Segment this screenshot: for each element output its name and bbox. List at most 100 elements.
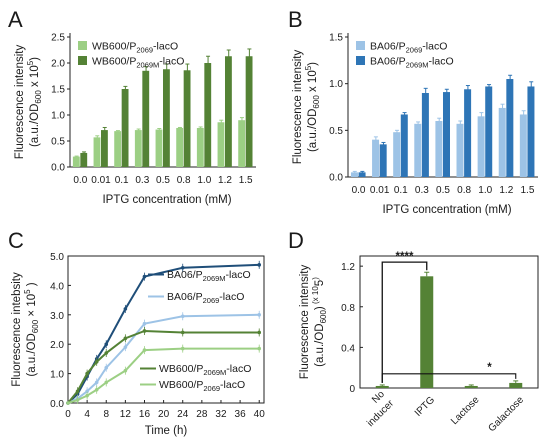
x-tick-label: 1.0 bbox=[478, 185, 492, 196]
legend-label-subscript: 2069 bbox=[203, 384, 220, 393]
bar-dark bbox=[183, 70, 191, 167]
legend-label: BA06/P2069-lacO bbox=[370, 41, 447, 55]
legend-label-text: -lacO bbox=[159, 56, 184, 68]
bar bbox=[509, 382, 523, 388]
bar-light bbox=[414, 123, 422, 177]
y-axis-label: Fluorescence intebsity (a.u./OD600 × 105 … bbox=[11, 272, 40, 387]
y-axis-label-text: 5 bbox=[314, 280, 326, 286]
x-tick-label: 0.3 bbox=[135, 175, 149, 186]
legend-label: WB600/P2069M-lacO bbox=[92, 56, 184, 70]
y-axis-label-text: (a.u./OD bbox=[307, 109, 319, 152]
legend-swatch bbox=[78, 41, 87, 50]
x-tick-label: 0.1 bbox=[394, 185, 408, 196]
plot-frame bbox=[67, 255, 265, 404]
panel-label: C bbox=[8, 228, 24, 253]
bar-light bbox=[393, 132, 401, 177]
panel-label: A bbox=[8, 7, 23, 32]
x-tick-label: 0.8 bbox=[457, 185, 471, 196]
bar-light bbox=[114, 131, 122, 167]
bar-light bbox=[155, 129, 163, 167]
x-tick-label: 1.2 bbox=[499, 185, 513, 196]
legend-label-text: WB600/P bbox=[92, 56, 136, 68]
bar bbox=[375, 385, 389, 388]
legend-label-text: -lacO bbox=[220, 379, 245, 391]
x-axis-label: IPTG concentration (mM) bbox=[102, 194, 231, 206]
panel-b: B 0.0 0.5 1.0 1.5 0.0 0.01 0.1 0.3 0.5 0.8 1.0 1.2 1.… bbox=[288, 7, 538, 216]
x-axis-label: IPTG concentration (mM) bbox=[382, 204, 511, 216]
panel-label: D bbox=[288, 228, 304, 253]
legend-label: WB600/P2069-lacO bbox=[159, 379, 245, 393]
y-axis-label-subscript: 600 bbox=[312, 95, 321, 109]
y-tick-label: 2.0 bbox=[51, 59, 65, 70]
x-tick-label: 0.5 bbox=[156, 175, 170, 186]
legend-label-subscript: 2069 bbox=[203, 296, 220, 305]
y-axis-label-text: ) bbox=[314, 306, 326, 310]
legend-label-subscript: 2069 bbox=[406, 46, 423, 55]
bar-dark bbox=[485, 86, 493, 177]
bar-dark bbox=[527, 86, 535, 177]
bar-dark bbox=[245, 56, 253, 167]
legend-label-text: -lacO bbox=[153, 41, 178, 53]
x-tick-label: 40 bbox=[254, 409, 266, 420]
legend-label-subscript: 2069M bbox=[406, 61, 429, 70]
x-tick-label: 32 bbox=[215, 409, 227, 420]
legend-label-subscript: 2069M bbox=[203, 368, 226, 377]
bar-dark bbox=[101, 130, 108, 167]
legend-label-text: -lacO bbox=[422, 41, 447, 53]
bar-light bbox=[217, 122, 225, 167]
y-axis-label-text: x 10 bbox=[307, 70, 319, 95]
bar bbox=[420, 276, 434, 388]
x-tick-label: 12 bbox=[120, 409, 132, 420]
panel-c: C 0.0 1.0 2.0 3.0 4.0 5.0 0 4 8 12 16 20 24 28 32 36 40 BA… bbox=[8, 228, 265, 437]
bar-light bbox=[498, 107, 506, 177]
legend-swatch bbox=[356, 41, 365, 50]
y-tick-label: 0 bbox=[349, 384, 355, 395]
y-axis-label: Fluorescence intensity (a.u./OD600) (x 10… bbox=[299, 265, 328, 380]
y-tick-label: 1.0 bbox=[51, 111, 65, 122]
y-tick-label: 5.0 bbox=[50, 252, 64, 263]
x-tick-label: 16 bbox=[139, 409, 151, 420]
y-tick-label: 2.0 bbox=[50, 340, 64, 351]
x-tick-label: 1.2 bbox=[218, 175, 232, 186]
x-tick-label: 1.0 bbox=[197, 175, 211, 186]
y-tick-label: 0.5 bbox=[51, 137, 65, 148]
y-axis-label-line1: Fluorescence intensity bbox=[299, 265, 311, 380]
bar-dark bbox=[421, 93, 429, 177]
bar-light bbox=[350, 172, 358, 177]
y-axis-label-superscript: 5 bbox=[304, 65, 313, 70]
significance-label: **** bbox=[396, 251, 414, 263]
y-axis-label-superscript: 5 bbox=[23, 289, 32, 294]
y-tick-label: 1.2 bbox=[341, 262, 355, 273]
y-tick-label: 0.4 bbox=[341, 343, 355, 354]
legend-label-text: BA06/P bbox=[370, 56, 406, 68]
y-axis-label-text: (a.u./OD bbox=[29, 104, 41, 147]
y-axis-label-text: ) bbox=[29, 57, 41, 61]
x-tick-label-line: Galactose bbox=[486, 394, 526, 434]
y-axis-label-text: (a.u./OD bbox=[314, 323, 326, 366]
legend-label-text: -lacO bbox=[429, 56, 454, 68]
bar-light bbox=[372, 139, 380, 177]
bar-dark bbox=[80, 152, 88, 167]
x-tick-label-line: Lactose bbox=[449, 394, 482, 427]
bar-light bbox=[176, 128, 184, 167]
bar-dark bbox=[121, 89, 129, 167]
bar-light bbox=[196, 128, 204, 167]
y-axis-label-subscript: 600 bbox=[31, 319, 40, 333]
legend-label-subscript: 2069 bbox=[136, 46, 153, 55]
legend-label-text: -lacO bbox=[226, 363, 251, 375]
x-tick-label: 20 bbox=[158, 409, 170, 420]
significance-bracket bbox=[381, 261, 428, 383]
x-tick-label: Galactose bbox=[486, 394, 526, 434]
y-tick-label: 0.8 bbox=[341, 303, 355, 314]
bar-dark bbox=[163, 69, 170, 167]
bar-dark bbox=[225, 56, 232, 167]
y-axis-label-line1: Fluorescence intensity bbox=[14, 45, 26, 160]
x-tick-label: 0 bbox=[65, 409, 71, 420]
x-tick-label: 4 bbox=[84, 409, 90, 420]
bar-light bbox=[456, 123, 464, 177]
bar-light bbox=[435, 121, 443, 177]
x-tick-label: 36 bbox=[235, 409, 247, 420]
x-tick-label-line: IPTG bbox=[413, 394, 437, 418]
y-axis-label-subscript: 600 bbox=[34, 90, 43, 104]
legend-label-text: WB600/P bbox=[159, 363, 203, 375]
